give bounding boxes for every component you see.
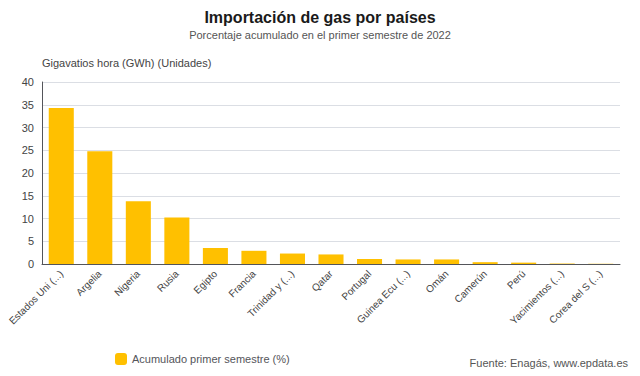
svg-text:10: 10: [22, 213, 34, 225]
svg-text:Egipto: Egipto: [191, 268, 219, 296]
svg-text:Nigeria: Nigeria: [112, 268, 142, 298]
svg-text:35: 35: [22, 99, 34, 111]
svg-text:5: 5: [28, 235, 34, 247]
svg-text:Guinea Ecu (...): Guinea Ecu (...): [355, 268, 412, 325]
svg-text:Trinidad y (...): Trinidad y (...): [245, 268, 296, 319]
svg-text:0: 0: [28, 258, 34, 270]
svg-text:Importación de gas por países: Importación de gas por países: [204, 9, 435, 26]
svg-text:15: 15: [22, 190, 34, 202]
svg-text:Francia: Francia: [226, 268, 258, 300]
svg-text:Rusia: Rusia: [155, 268, 181, 294]
svg-text:20: 20: [22, 167, 34, 179]
svg-text:Omán: Omán: [423, 268, 450, 295]
svg-text:Camerún: Camerún: [452, 268, 489, 305]
svg-text:Porcentaje acumulado en el pri: Porcentaje acumulado en el primer semest…: [189, 29, 451, 41]
svg-text:Portugal: Portugal: [339, 268, 373, 302]
svg-text:Yacimientos (...): Yacimientos (...): [507, 268, 567, 327]
svg-text:Qatar: Qatar: [309, 268, 335, 294]
svg-text:25: 25: [22, 144, 34, 156]
svg-text:30: 30: [22, 122, 34, 134]
svg-text:Acumulado primer semestre (%): Acumulado primer semestre (%): [132, 353, 290, 365]
svg-text:Argelia: Argelia: [74, 268, 104, 298]
svg-text:Estados Uni (...): Estados Uni (...): [7, 268, 65, 326]
svg-text:Corea del S (...): Corea del S (...): [547, 268, 605, 326]
svg-text:Perú: Perú: [505, 268, 528, 291]
svg-text:Gigavatios hora (GWh) (Unidade: Gigavatios hora (GWh) (Unidades): [42, 57, 211, 69]
svg-text:Fuente: Enagás, www.epdata.es: Fuente: Enagás, www.epdata.es: [470, 357, 629, 369]
svg-text:40: 40: [22, 76, 34, 88]
